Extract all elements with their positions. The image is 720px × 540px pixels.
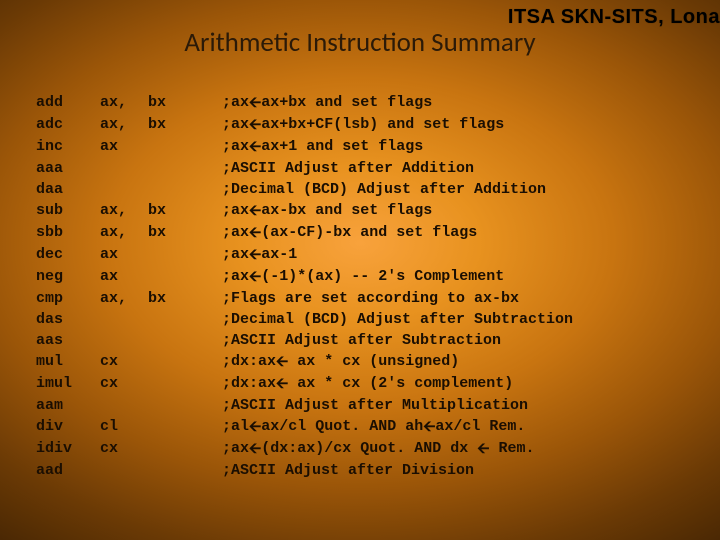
cell-instruction: das (36, 309, 100, 330)
table-row: daa ;Decimal (BCD) Adjust after Addition (36, 179, 573, 200)
table-row: subax,bx;ax🡨ax-bx and set flags (36, 200, 573, 222)
table-row: sbbax,bx;ax🡨(ax-CF)-bx and set flags (36, 222, 573, 244)
cell-description: ;ASCII Adjust after Multiplication (222, 395, 528, 416)
cell-description: ;ASCII Adjust after Subtraction (222, 330, 501, 351)
cell-operand1: ax, (100, 200, 148, 221)
cell-instruction: neg (36, 266, 100, 287)
cell-description: ;ax🡨ax+bx and set flags (222, 92, 432, 114)
cell-instruction: inc (36, 136, 100, 157)
page-title: Arithmetic Instruction Summary (0, 26, 720, 59)
cell-instruction: daa (36, 179, 100, 200)
cell-operand1: ax (100, 136, 148, 157)
table-row: aam ;ASCII Adjust after Multiplication (36, 395, 573, 416)
table-row: aas ;ASCII Adjust after Subtraction (36, 330, 573, 351)
table-row: addax,bx;ax🡨ax+bx and set flags (36, 92, 573, 114)
cell-instruction: aas (36, 330, 100, 351)
table-row: mulcx ;dx:ax🡨 ax * cx (unsigned) (36, 351, 573, 373)
cell-instruction: add (36, 92, 100, 113)
table-row: das ;Decimal (BCD) Adjust after Subtracti… (36, 309, 573, 330)
table-row: incax ;ax🡨ax+1 and set flags (36, 136, 573, 158)
left-arrow-icon: 🡨 (249, 439, 261, 460)
cell-instruction: mul (36, 351, 100, 372)
cell-operand2: bx (148, 114, 222, 135)
cell-description: ;ax🡨(dx:ax)/cx Quot. AND dx 🡨 Rem. (222, 438, 534, 460)
cell-instruction: aam (36, 395, 100, 416)
cell-description: ;Decimal (BCD) Adjust after Addition (222, 179, 546, 200)
cell-description: ;Decimal (BCD) Adjust after Subtraction (222, 309, 573, 330)
left-arrow-icon: 🡨 (423, 417, 435, 438)
left-arrow-icon: 🡨 (249, 223, 261, 244)
table-row: aaa ;ASCII Adjust after Addition (36, 158, 573, 179)
cell-description: ;ASCII Adjust after Addition (222, 158, 474, 179)
cell-operand2: bx (148, 92, 222, 113)
instruction-table: addax,bx;ax🡨ax+bx and set flagsadcax,bx;… (36, 92, 573, 481)
table-row: negax ;ax🡨(-1)*(ax) -- 2's Complement (36, 266, 573, 288)
table-row: cmpax,bx;Flags are set according to ax-b… (36, 288, 573, 309)
left-arrow-icon: 🡨 (477, 439, 489, 460)
cell-instruction: aad (36, 460, 100, 481)
cell-instruction: cmp (36, 288, 100, 309)
cell-operand1: ax (100, 266, 148, 287)
left-arrow-icon: 🡨 (249, 137, 261, 158)
cell-operand1: ax, (100, 288, 148, 309)
cell-instruction: aaa (36, 158, 100, 179)
cell-operand1: ax, (100, 114, 148, 135)
cell-description: ;ax🡨ax-bx and set flags (222, 200, 432, 222)
left-arrow-icon: 🡨 (249, 417, 261, 438)
left-arrow-icon: 🡨 (276, 374, 288, 395)
table-row: idivcx ;ax🡨(dx:ax)/cx Quot. AND dx 🡨 Rem. (36, 438, 573, 460)
cell-instruction: dec (36, 244, 100, 265)
left-arrow-icon: 🡨 (249, 245, 261, 266)
cell-operand1: ax, (100, 92, 148, 113)
cell-operand1: cl (100, 416, 148, 437)
table-row: decax ;ax🡨ax-1 (36, 244, 573, 266)
table-row: aad ;ASCII Adjust after Division (36, 460, 573, 481)
left-arrow-icon: 🡨 (249, 115, 261, 136)
cell-instruction: imul (36, 373, 100, 394)
table-row: divcl ;al🡨ax/cl Quot. AND ah🡨ax/cl Rem. (36, 416, 573, 438)
cell-instruction: sbb (36, 222, 100, 243)
cell-operand2: bx (148, 288, 222, 309)
cell-operand2: bx (148, 200, 222, 221)
cell-description: ;ax🡨ax+bx+CF(lsb) and set flags (222, 114, 504, 136)
left-arrow-icon: 🡨 (249, 267, 261, 288)
cell-operand1: cx (100, 438, 148, 459)
cell-instruction: sub (36, 200, 100, 221)
left-arrow-icon: 🡨 (276, 352, 288, 373)
cell-description: ;ASCII Adjust after Division (222, 460, 474, 481)
table-row: imulcx ;dx:ax🡨 ax * cx (2's complement) (36, 373, 573, 395)
left-arrow-icon: 🡨 (249, 93, 261, 114)
cell-operand1: cx (100, 351, 148, 372)
cell-operand1: cx (100, 373, 148, 394)
left-arrow-icon: 🡨 (249, 201, 261, 222)
cell-operand1: ax, (100, 222, 148, 243)
cell-description: ;ax🡨(ax-CF)-bx and set flags (222, 222, 477, 244)
cell-operand1: ax (100, 244, 148, 265)
cell-description: ;dx:ax🡨 ax * cx (2's complement) (222, 373, 513, 395)
table-row: adcax,bx;ax🡨ax+bx+CF(lsb) and set flags (36, 114, 573, 136)
cell-description: ;al🡨ax/cl Quot. AND ah🡨ax/cl Rem. (222, 416, 525, 438)
cell-operand2: bx (148, 222, 222, 243)
cell-description: ;ax🡨(-1)*(ax) -- 2's Complement (222, 266, 504, 288)
cell-description: ;ax🡨ax-1 (222, 244, 297, 266)
cell-description: ;ax🡨ax+1 and set flags (222, 136, 423, 158)
cell-description: ;dx:ax🡨 ax * cx (unsigned) (222, 351, 459, 373)
cell-instruction: idiv (36, 438, 100, 459)
cell-instruction: adc (36, 114, 100, 135)
cell-instruction: div (36, 416, 100, 437)
cell-description: ;Flags are set according to ax-bx (222, 288, 519, 309)
